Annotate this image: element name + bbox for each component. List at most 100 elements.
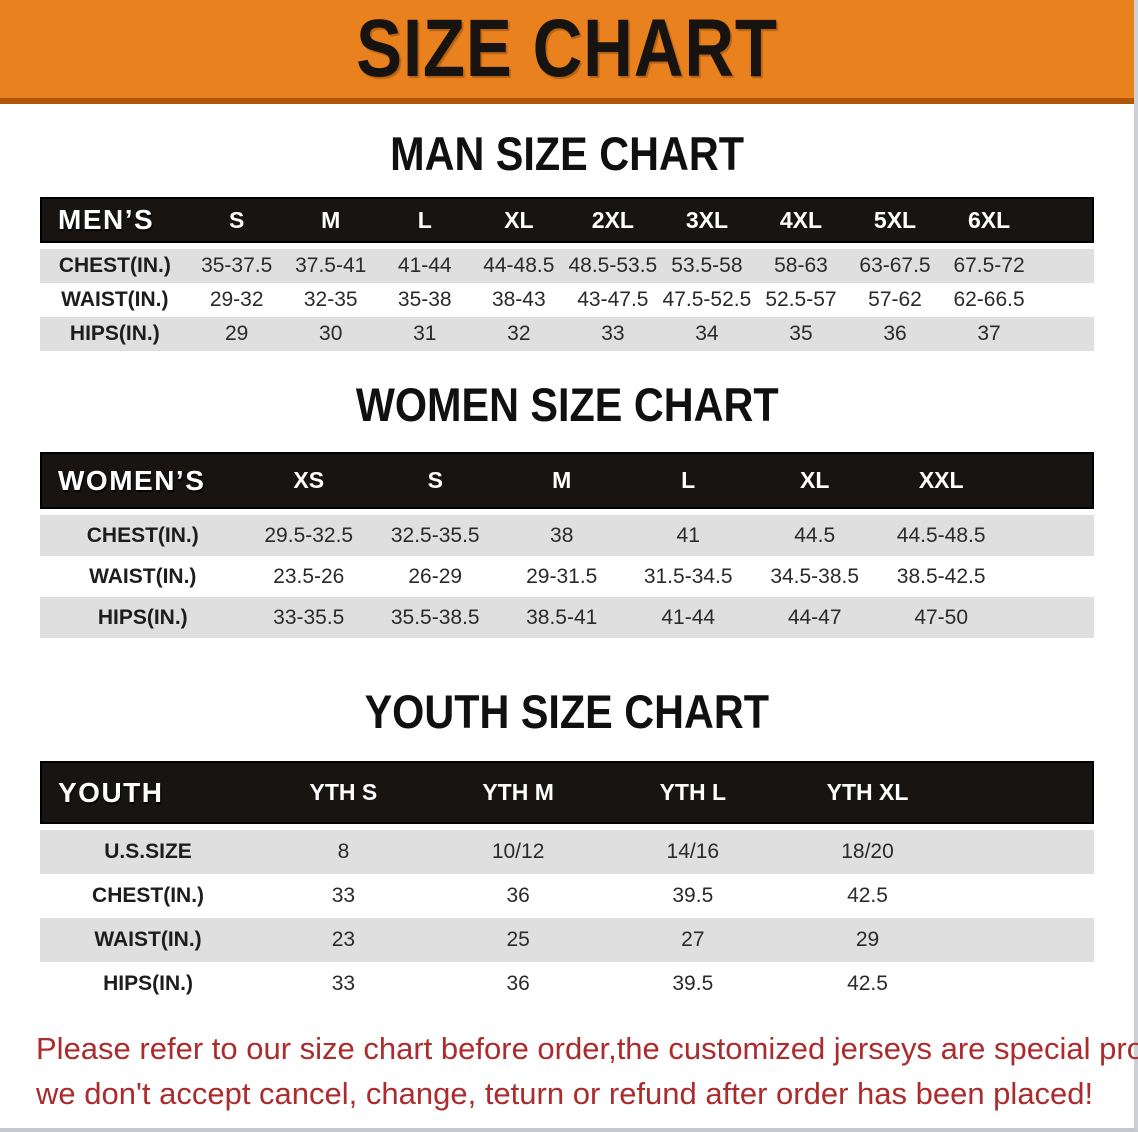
size-column-header: M <box>552 467 572 493</box>
size-value-cell: 35 <box>789 322 813 345</box>
size-value-cell: 42.5 <box>847 884 888 907</box>
size-column-header: XL <box>800 467 830 493</box>
table-row: HIPS(IN.) 29 30 31 32 33 34 35 36 37 <box>40 317 1094 351</box>
women-section-heading-text: WOMEN SIZE CHART <box>355 378 779 431</box>
size-value-cell: 35-38 <box>397 288 452 311</box>
youth-size-table: YOUTH YTH S YTH M YTH L YTH XL U.S.SIZE 8 10/12… <box>40 761 1094 1006</box>
size-value-cell: 38.5-41 <box>526 605 598 629</box>
size-value-cell: 36 <box>506 884 530 907</box>
size-value-cell: 10/12 <box>491 840 545 863</box>
size-value-cell: 57-62 <box>868 288 922 311</box>
table-row: WAIST(IN.) 23.5-26 26-29 29-31.5 31.5-34.5 34… <box>40 556 1094 597</box>
row-label: CHEST(IN.) <box>58 254 171 277</box>
size-value-cell: 37.5-41 <box>295 254 367 277</box>
table-row: CHEST(IN.) 29.5-32.5 32.5-35.5 38 41 44.5 44.5… <box>40 515 1094 556</box>
size-value-cell: 39.5 <box>672 884 714 907</box>
table-row: U.S.SIZE 8 10/12 14/16 18/20 <box>40 830 1094 874</box>
size-value-cell: 38 <box>550 523 574 547</box>
size-value-cell: 44-47 <box>787 605 842 629</box>
size-value-cell: 34.5-38.5 <box>770 564 860 588</box>
size-value-cell: 38.5-42.5 <box>896 564 986 588</box>
table-row: CHEST(IN.) 33 36 39.5 42.5 <box>40 874 1094 918</box>
table-header-row: YOUTH YTH S YTH M YTH L YTH XL <box>40 761 1094 824</box>
row-label: WAIST(IN.) <box>61 288 169 311</box>
size-value-cell: 43-47.5 <box>577 288 649 311</box>
size-value-cell: 52.5-57 <box>765 288 837 311</box>
size-value-cell: 33-35.5 <box>273 605 345 629</box>
size-value-cell: 33 <box>331 972 356 995</box>
size-value-cell: 48.5-53.5 <box>568 254 658 277</box>
row-label: HIPS(IN.) <box>97 605 188 629</box>
women-section-heading: WOMEN SIZE CHART <box>0 351 1134 452</box>
size-value-cell: 41 <box>676 523 700 547</box>
size-column-header: XXL <box>918 467 964 493</box>
row-label: HIPS(IN.) <box>103 972 193 995</box>
size-value-cell: 47.5-52.5 <box>662 288 752 311</box>
size-column-header: L <box>681 467 696 493</box>
size-value-cell: 42.5 <box>847 972 888 995</box>
size-value-cell: 32 <box>507 322 531 345</box>
men-section-heading: MAN SIZE CHART <box>0 104 1134 197</box>
size-column-header: YTH S <box>309 779 378 805</box>
size-value-cell: 29 <box>225 322 249 345</box>
size-value-cell: 36 <box>506 972 530 995</box>
size-value-cell: 37 <box>977 322 1001 345</box>
size-column-header: XS <box>293 467 325 493</box>
size-value-cell: 63-67.5 <box>859 254 931 277</box>
size-value-cell: 44.5 <box>794 523 836 547</box>
size-value-cell: 18/20 <box>841 840 894 863</box>
size-column-header: 3XL <box>685 206 728 233</box>
women-size-section: WOMEN SIZE CHART WOMEN’S XS S M L XL XXL CHEST(… <box>0 351 1134 638</box>
size-value-cell: 8 <box>337 840 350 863</box>
table-corner-label: MEN’S <box>58 204 155 235</box>
size-value-cell: 44-48.5 <box>483 254 555 277</box>
row-label: CHEST(IN.) <box>86 523 199 547</box>
order-policy-line-1: Please refer to our size chart before or… <box>36 1031 1138 1066</box>
size-value-cell: 33 <box>331 884 356 907</box>
size-value-cell: 53.5-58 <box>671 254 743 277</box>
size-column-header: 2XL <box>591 206 634 233</box>
banner-title: SIZE CHART <box>356 3 778 94</box>
row-label: HIPS(IN.) <box>69 322 160 345</box>
size-value-cell: 41-44 <box>661 605 716 629</box>
size-value-cell: 33 <box>601 322 625 345</box>
size-value-cell: 23.5-26 <box>273 564 345 588</box>
size-column-header: S <box>229 206 245 233</box>
table-header-row: MEN’S S M L XL 2XL 3XL 4XL 5XL 6XL <box>40 197 1094 243</box>
row-label: WAIST(IN.) <box>89 564 197 588</box>
size-value-cell: 47-50 <box>914 605 969 629</box>
size-value-cell: 41-44 <box>397 254 452 277</box>
size-column-header: YTH L <box>659 779 727 805</box>
table-row: HIPS(IN.) 33-35.5 35.5-38.5 38.5-41 41-44 44-… <box>40 597 1094 638</box>
size-column-header: 6XL <box>967 206 1011 233</box>
size-column-header: XL <box>504 206 534 233</box>
size-column-header: S <box>427 467 443 493</box>
size-value-cell: 30 <box>319 322 343 345</box>
size-value-cell: 29-31.5 <box>526 564 598 588</box>
table-header-row: WOMEN’S XS S M L XL XXL <box>40 452 1094 509</box>
size-value-cell: 29.5-32.5 <box>264 523 354 547</box>
order-policy-line-2: we don't accept cancel, change, teturn o… <box>36 1076 1094 1111</box>
size-value-cell: 44.5-48.5 <box>896 523 986 547</box>
size-chart-banner: SIZE CHART <box>0 0 1134 104</box>
size-value-cell: 31.5-34.5 <box>643 564 733 588</box>
men-size-section: MAN SIZE CHART MEN’S S M L XL 2XL 3XL 4XL 5XL 6XL… <box>0 104 1134 351</box>
size-column-header: L <box>417 206 432 233</box>
table-row: HIPS(IN.) 33 36 39.5 42.5 <box>40 962 1094 1006</box>
size-value-cell: 62-66.5 <box>953 288 1025 311</box>
size-value-cell: 67.5-72 <box>953 254 1025 277</box>
table-row: CHEST(IN.) 35-37.5 37.5-41 41-44 44-48.5 48.5… <box>40 249 1094 283</box>
row-label: U.S.SIZE <box>104 840 192 863</box>
row-label: WAIST(IN.) <box>94 928 202 951</box>
order-policy-note: Please refer to our size chart before or… <box>0 1026 1138 1116</box>
youth-section-heading: YOUTH SIZE CHART <box>0 638 1134 761</box>
size-value-cell: 34 <box>695 322 719 345</box>
size-value-cell: 29 <box>855 928 880 951</box>
size-value-cell: 38-43 <box>491 288 546 311</box>
size-value-cell: 39.5 <box>672 972 714 995</box>
size-value-cell: 35-37.5 <box>201 254 273 277</box>
size-column-header: 4XL <box>779 206 823 233</box>
size-value-cell: 23 <box>331 928 356 951</box>
table-row: WAIST(IN.) 29-32 32-35 35-38 38-43 43-47.5 47.… <box>40 283 1094 317</box>
